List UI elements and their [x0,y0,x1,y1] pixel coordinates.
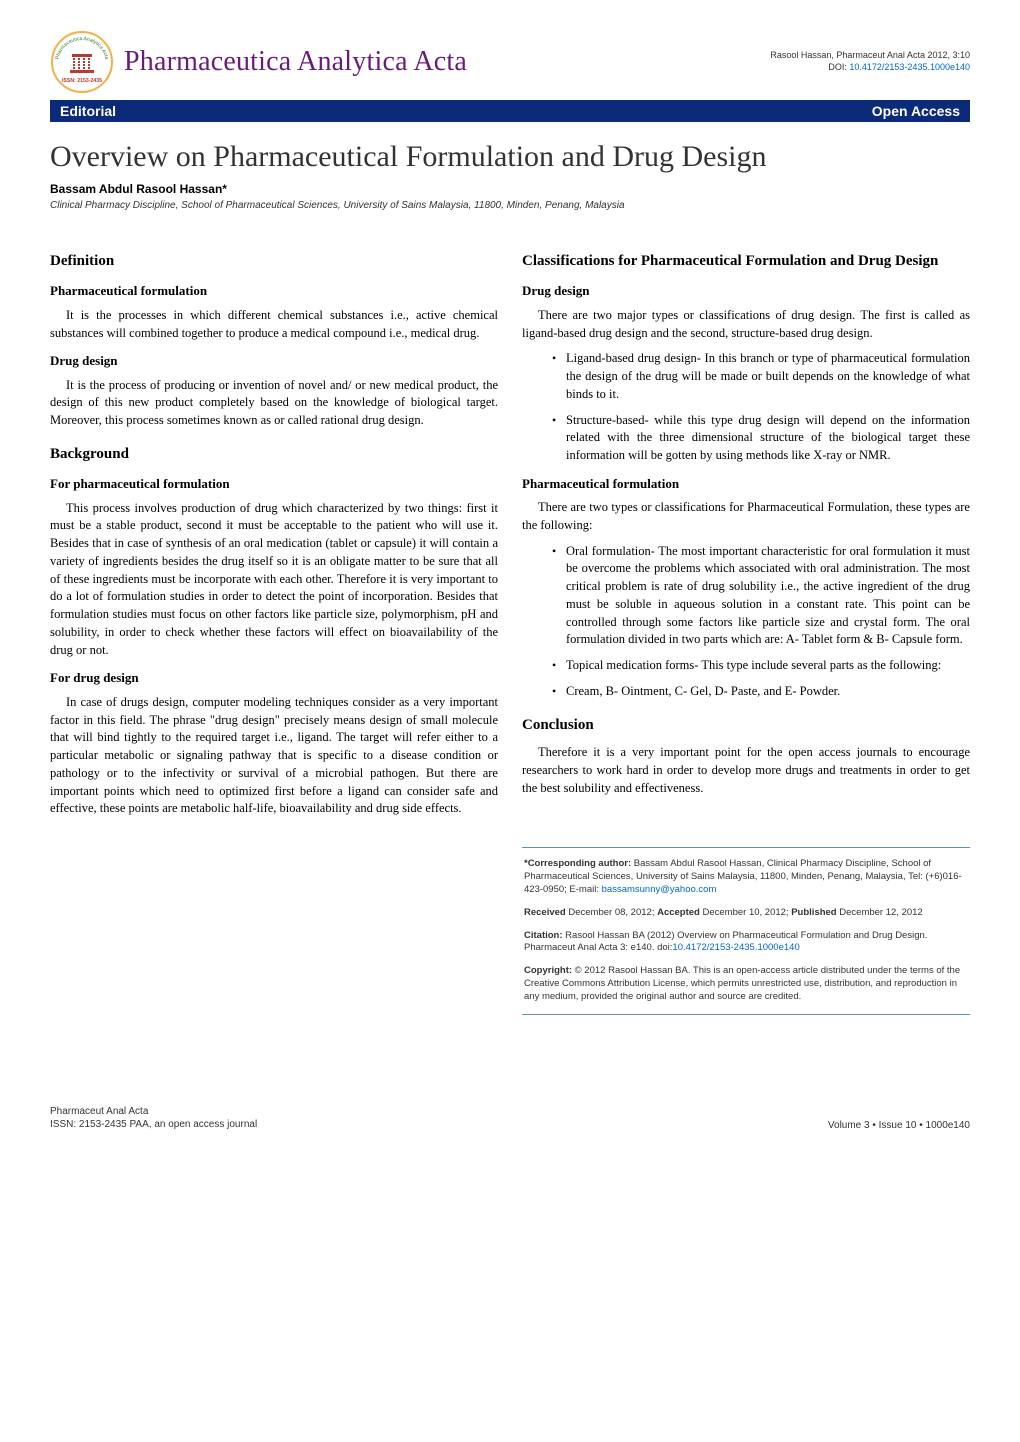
heading-classifications: Classifications for Pharmaceutical Formu… [522,251,970,272]
corresponding-author-entry: *Corresponding author: Bassam Abdul Raso… [524,858,968,896]
subheading-for-drug-design: For drug design [50,669,498,687]
published-date: December 12, 2012 [837,907,923,918]
subheading-for-pharm-formulation: For pharmaceutical formulation [50,475,498,493]
subheading-pharm-formulation-2: Pharmaceutical formulation [522,475,970,493]
heading-conclusion: Conclusion [522,715,970,736]
left-column: Definition Pharmaceutical formulation It… [50,237,498,1015]
list-item: Oral formulation- The most important cha… [552,543,970,650]
copyright-label: Copyright: [524,965,572,976]
para: It is the process of producing or invent… [50,377,498,430]
footer-issn: ISSN: 2153-2435 PAA, an open access jour… [50,1118,257,1131]
copyright-text: © 2012 Rasool Hassan BA. This is an open… [524,965,960,1002]
info-box: *Corresponding author: Bassam Abdul Raso… [522,847,970,1014]
footer-left: Pharmaceut Anal Acta ISSN: 2153-2435 PAA… [50,1105,257,1131]
para: There are two major types or classificat… [522,307,970,343]
doi-line: DOI: 10.4172/2153-2435.1000e140 [770,62,970,74]
doi-label: DOI: [828,62,849,72]
corresponding-email-link[interactable]: bassamsunny@yahoo.com [602,884,717,895]
accepted-date: December 10, 2012; [700,907,791,918]
heading-definition: Definition [50,251,498,272]
bullet-list-pharm-formulation: Oral formulation- The most important cha… [522,543,970,701]
para: This process involves production of drug… [50,500,498,660]
copyright-entry: Copyright: © 2012 Rasool Hassan BA. This… [524,965,968,1003]
subheading-pharm-formulation: Pharmaceutical formulation [50,282,498,300]
article-affiliation: Clinical Pharmacy Discipline, School of … [50,200,970,211]
right-column: Classifications for Pharmaceutical Formu… [522,237,970,1015]
received-label: Received [524,907,566,918]
logo-title-wrap: Pharmaceutica Analytica Acta ISSN: 2153-… [50,30,467,94]
citation-entry: Citation: Rasool Hassan BA (2012) Overvi… [524,930,968,956]
list-item: Topical medication forms- This type incl… [552,657,970,675]
para: It is the processes in which different c… [50,307,498,343]
section-bar: Editorial Open Access [50,100,970,122]
article-author: Bassam Abdul Rasool Hassan* [50,182,970,196]
bar-left-label: Editorial [60,103,116,119]
body-columns: Definition Pharmaceutical formulation It… [50,237,970,1015]
heading-background: Background [50,444,498,465]
logo-issn: ISSN: 2153-2435 [62,78,102,84]
bullet-list-drug-design: Ligand-based drug design- In this branch… [522,350,970,465]
list-item: Cream, B- Ointment, C- Gel, D- Paste, an… [552,683,970,701]
citation-line: Rasool Hassan, Pharmaceut Anal Acta 2012… [770,50,970,62]
bar-right-label: Open Access [872,103,960,119]
subheading-drug-design: Drug design [50,352,498,370]
article-title: Overview on Pharmaceutical Formulation a… [50,140,970,174]
dates-entry: Received December 08, 2012; Accepted Dec… [524,907,968,920]
para: In case of drugs design, computer modeli… [50,694,498,818]
footer-journal-short: Pharmaceut Anal Acta [50,1105,257,1118]
doi-link[interactable]: 10.4172/2153-2435.1000e140 [849,62,970,72]
page: Pharmaceutica Analytica Acta ISSN: 2153-… [0,0,1020,1171]
citation-label: Citation: [524,930,563,941]
list-item: Structure-based- while this type drug de… [552,412,970,465]
para: Therefore it is a very important point f… [522,744,970,797]
published-label: Published [791,907,836,918]
footer-right: Volume 3 • Issue 10 • 1000e140 [828,1120,970,1131]
citation-doi-link[interactable]: 10.4172/2153-2435.1000e140 [672,942,799,953]
list-item: Ligand-based drug design- In this branch… [552,350,970,403]
header-citation: Rasool Hassan, Pharmaceut Anal Acta 2012… [770,50,970,73]
subheading-drug-design-2: Drug design [522,282,970,300]
journal-logo-icon: Pharmaceutica Analytica Acta ISSN: 2153-… [50,30,114,94]
corresponding-label: *Corresponding author: [524,858,631,869]
page-footer: Pharmaceut Anal Acta ISSN: 2153-2435 PAA… [50,1105,970,1131]
para: There are two types or classifications f… [522,499,970,535]
header-row: Pharmaceutica Analytica Acta ISSN: 2153-… [50,30,970,94]
received-date: December 08, 2012; [566,907,657,918]
accepted-label: Accepted [657,907,700,918]
journal-title: Pharmaceutica Analytica Acta [124,46,467,78]
